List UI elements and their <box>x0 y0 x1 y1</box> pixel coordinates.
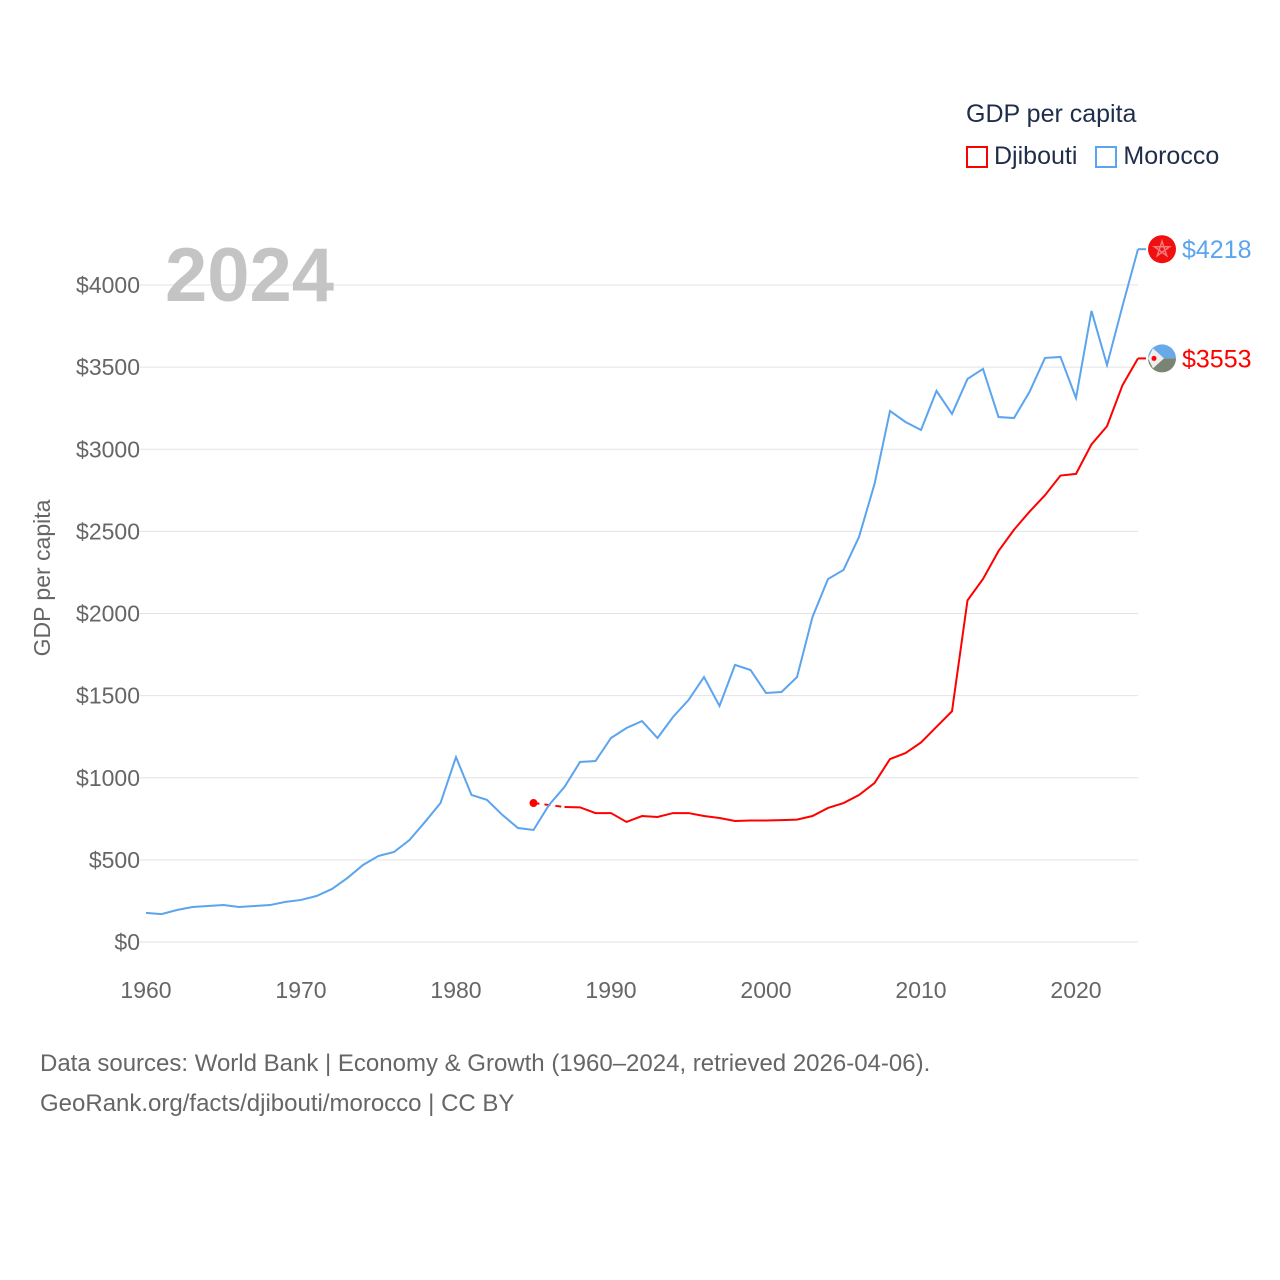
djibouti-line <box>564 357 1139 824</box>
footer: Data sources: World Bank | Economy & Gro… <box>40 1044 930 1124</box>
morocco-line <box>145 248 1139 916</box>
morocco-flag-icon-bg <box>1148 235 1176 264</box>
y-tick-label: $1500 <box>76 683 140 709</box>
y-tick-label: $2500 <box>76 518 140 544</box>
x-tick-label: 1990 <box>585 977 636 1003</box>
y-tick-label: $3500 <box>76 354 140 380</box>
legend-label-morocco: Morocco <box>1123 142 1220 170</box>
data-sources: Data sources: World Bank | Economy & Gro… <box>40 1050 931 1077</box>
y-tick-label: $2000 <box>76 601 140 627</box>
legend-item-djibouti[interactable]: Djibouti <box>966 142 1077 171</box>
legend-swatch-djibouti <box>966 145 988 168</box>
source-link[interactable]: GeoRank.org/facts/djibouti/morocco | CC … <box>40 1090 515 1117</box>
x-tick-label: 1970 <box>275 977 326 1003</box>
morocco-star-icon <box>1152 238 1172 258</box>
x-tick-label: 2000 <box>740 977 791 1003</box>
x-tick-label: 2010 <box>895 977 946 1003</box>
y-tick-label: $500 <box>89 847 140 873</box>
y-tick-label: $4000 <box>76 272 140 298</box>
legend-swatch-morocco <box>1095 145 1118 168</box>
morocco-end-value-label: $4218 <box>1182 236 1252 264</box>
legend-label-djibouti: Djibouti <box>994 142 1078 170</box>
x-tick-label: 1980 <box>430 977 481 1003</box>
y-tick-label: $1000 <box>76 765 140 791</box>
djibouti-end-value-label: $3553 <box>1182 345 1252 373</box>
y-tick-label: $0 <box>114 929 140 955</box>
legend-item-morocco[interactable]: Morocco <box>1095 142 1219 171</box>
x-tick-label: 1960 <box>120 977 171 1003</box>
legend-title: GDP per capita <box>966 100 1137 128</box>
x-tick-label: 2020 <box>1050 977 1101 1003</box>
y-tick-label: $3000 <box>76 436 140 462</box>
y-axis-label: GDP per capita <box>29 499 55 656</box>
djibouti-star-icon <box>1151 355 1157 361</box>
morocco-flag-icon <box>1148 235 1176 264</box>
year-watermark: 2024 <box>165 233 334 318</box>
legend: Djibouti Morocco <box>966 142 1219 171</box>
djibouti-flag-icon <box>1148 344 1176 373</box>
